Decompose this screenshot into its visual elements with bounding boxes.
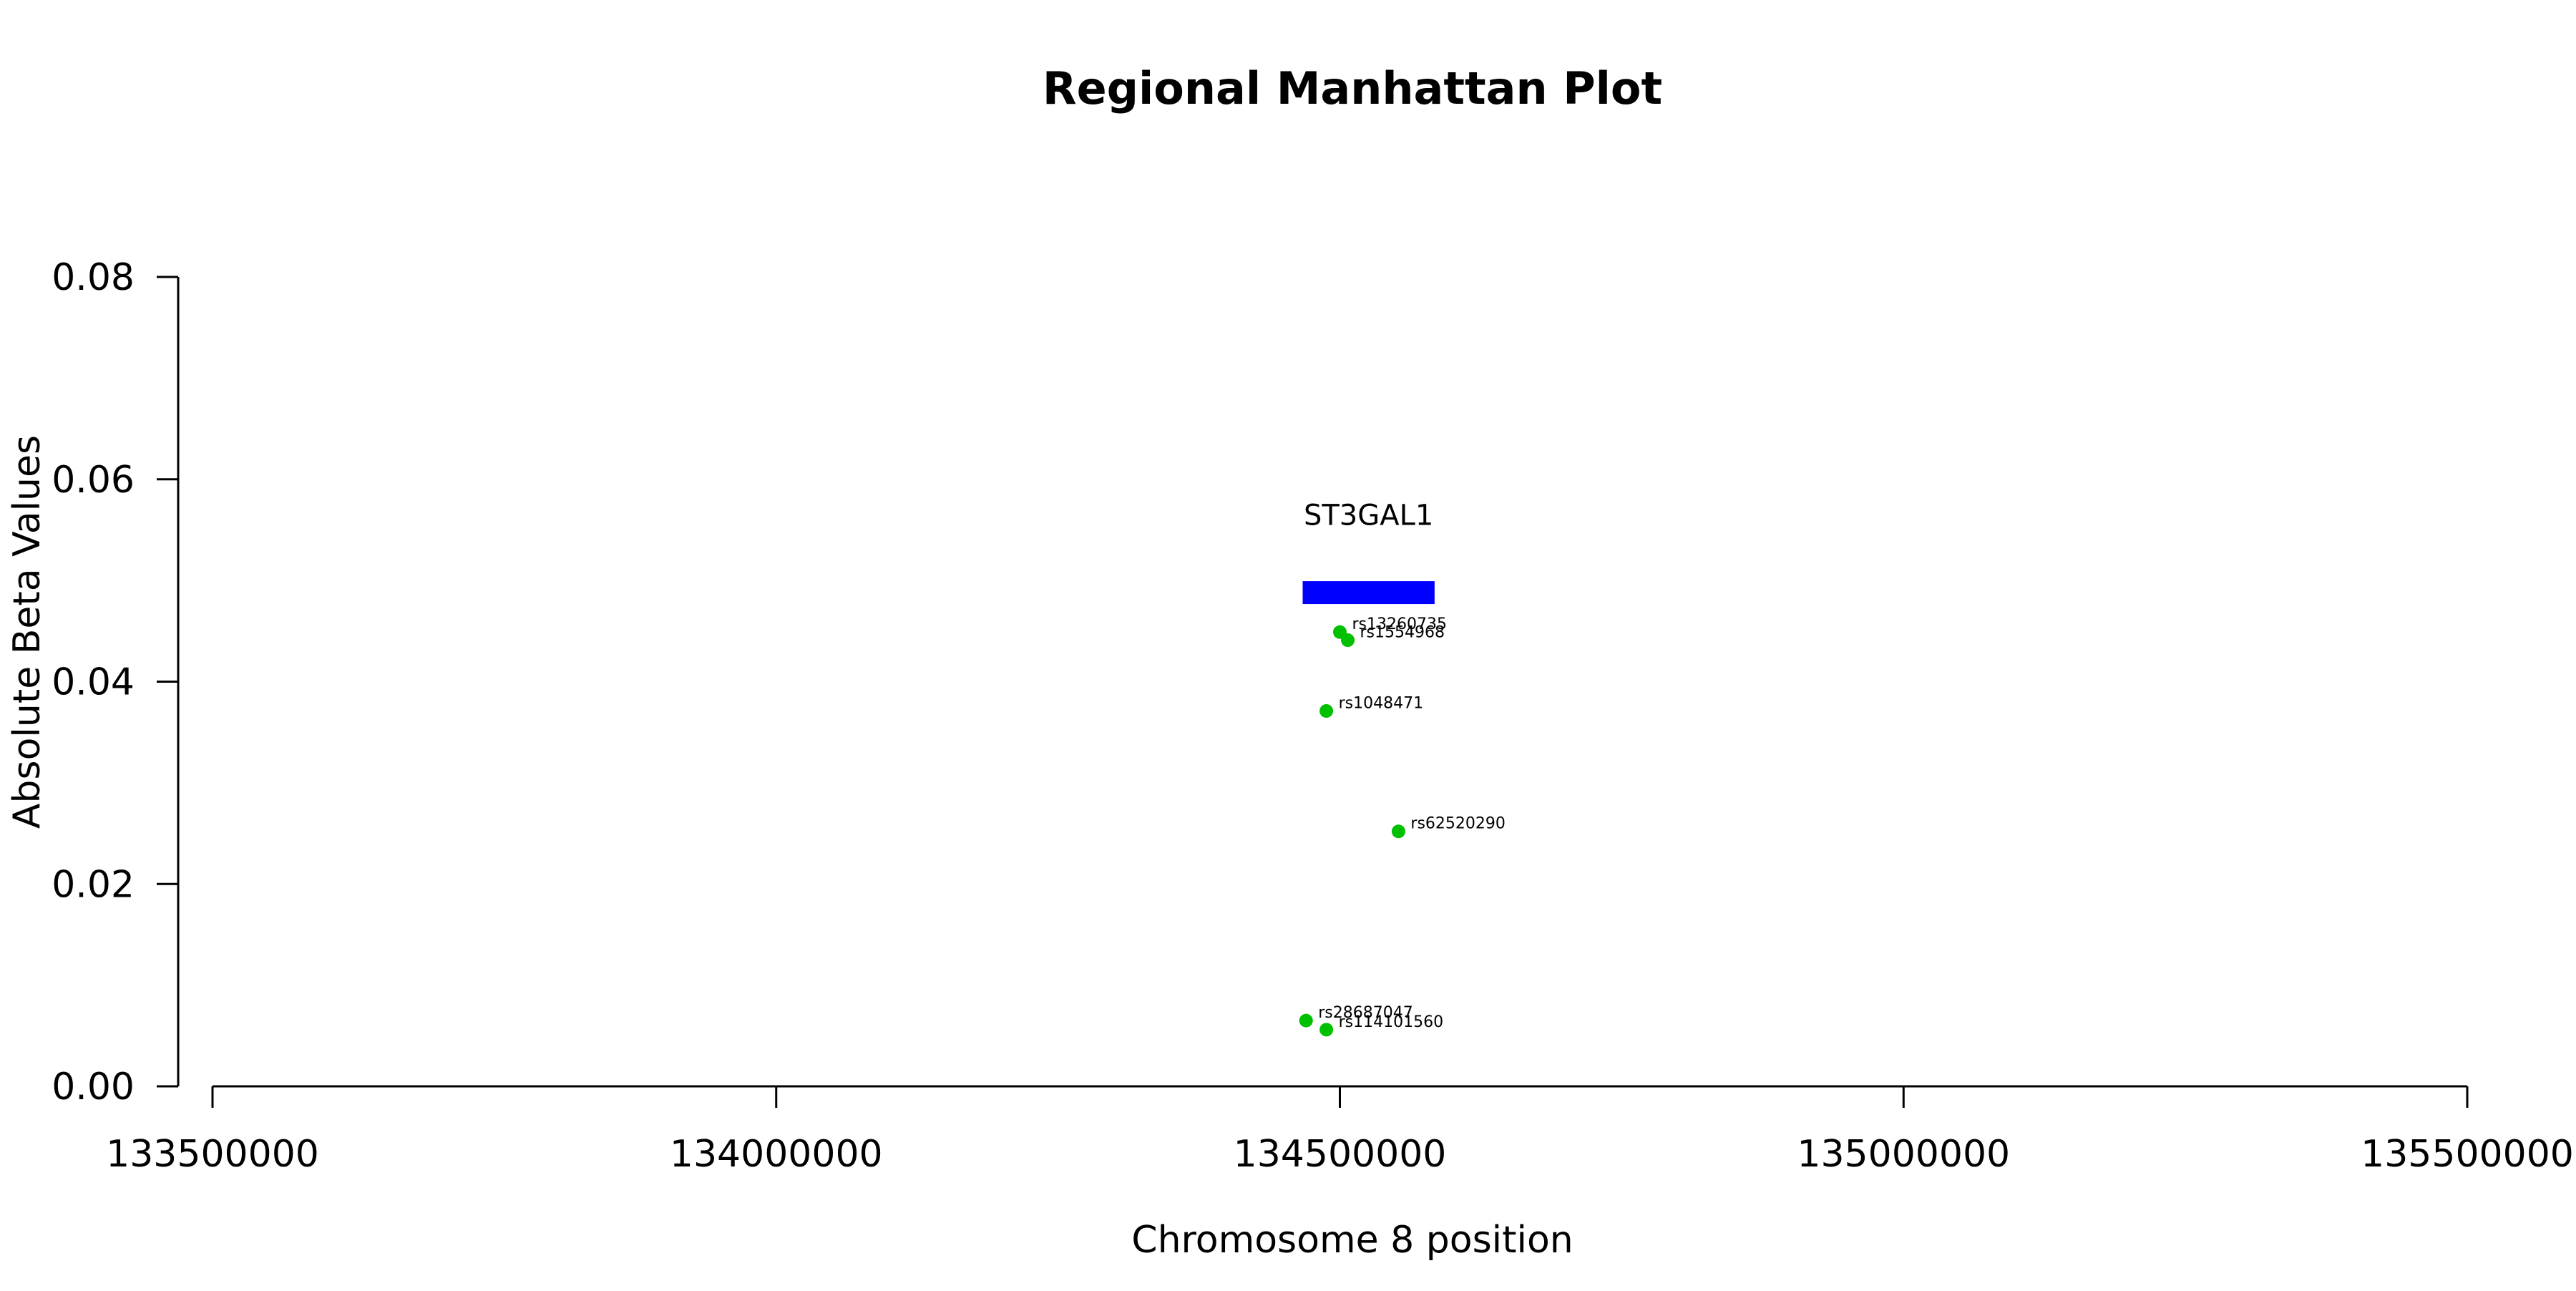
x-tick-label: 134500000 [1234, 1133, 1447, 1176]
snp-label: rs62520290 [1410, 815, 1505, 833]
gene-layer: ST3GAL1 [1302, 499, 1435, 605]
y-tick-label: 0.06 [52, 459, 135, 502]
y-tick-label: 0.04 [52, 661, 135, 704]
gene-label: ST3GAL1 [1304, 499, 1433, 532]
y-tick-label: 0.02 [52, 863, 135, 906]
snp-label: rs1554968 [1360, 624, 1445, 642]
snp-point [1391, 824, 1405, 839]
snp-point [1299, 1013, 1313, 1028]
y-tick-label: 0.00 [52, 1066, 135, 1109]
x-tick-label: 135500000 [2361, 1133, 2574, 1176]
snp-point [1319, 1023, 1334, 1037]
snp-label: rs28687047 [1318, 1004, 1413, 1022]
x-tick-label: 134000000 [670, 1133, 883, 1176]
snp-label: rs13260735 [1352, 615, 1447, 633]
snp-label: rs1048471 [1339, 694, 1424, 712]
snp-point [1341, 633, 1355, 648]
x-axis: 133500000 134000000 134500000 135000000 1355… [106, 1085, 2574, 1176]
y-axis-title: Absolute Beta Values [6, 435, 49, 829]
snp-label: rs114101560 [1339, 1013, 1443, 1031]
x-tick-label: 135000000 [1797, 1133, 2010, 1176]
chart-title: Regional Manhattan Plot [1043, 62, 1662, 115]
gene-bar [1302, 581, 1435, 605]
y-tick-label: 0.08 [52, 256, 135, 299]
x-axis-title: Chromosome 8 position [1131, 1219, 1573, 1262]
snp-point [1319, 703, 1334, 718]
y-axis: 0.00 0.02 0.04 0.06 0.08 [52, 256, 180, 1109]
x-tick-label: 133500000 [106, 1133, 319, 1176]
